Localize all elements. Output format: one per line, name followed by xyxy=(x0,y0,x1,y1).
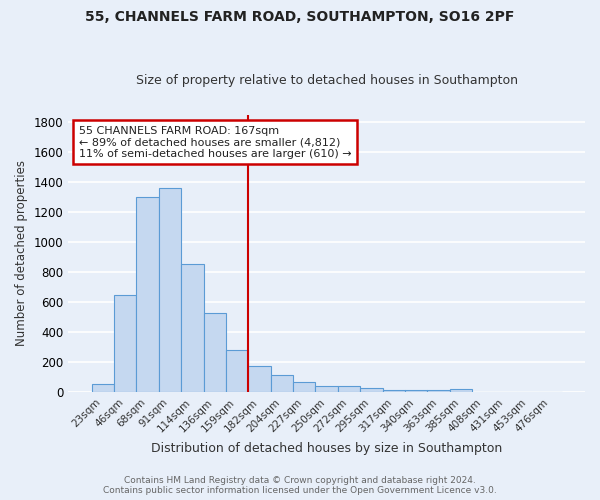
X-axis label: Distribution of detached houses by size in Southampton: Distribution of detached houses by size … xyxy=(151,442,502,455)
Bar xyxy=(203,313,226,392)
Bar xyxy=(383,390,405,392)
Bar xyxy=(449,390,472,392)
Bar xyxy=(293,382,316,392)
Text: 55, CHANNELS FARM ROAD, SOUTHAMPTON, SO16 2PF: 55, CHANNELS FARM ROAD, SOUTHAMPTON, SO1… xyxy=(85,10,515,24)
Bar xyxy=(271,376,293,392)
Bar xyxy=(427,390,449,392)
Bar xyxy=(405,390,427,392)
Bar xyxy=(248,366,271,392)
Bar xyxy=(226,350,248,392)
Bar xyxy=(181,264,203,392)
Bar xyxy=(114,295,136,392)
Text: 55 CHANNELS FARM ROAD: 167sqm
← 89% of detached houses are smaller (4,812)
11% o: 55 CHANNELS FARM ROAD: 167sqm ← 89% of d… xyxy=(79,126,351,159)
Bar xyxy=(338,386,360,392)
Bar xyxy=(159,188,181,392)
Title: Size of property relative to detached houses in Southampton: Size of property relative to detached ho… xyxy=(136,74,518,87)
Bar xyxy=(92,384,114,392)
Bar xyxy=(360,388,383,392)
Text: Contains HM Land Registry data © Crown copyright and database right 2024.
Contai: Contains HM Land Registry data © Crown c… xyxy=(103,476,497,495)
Bar xyxy=(136,197,159,392)
Y-axis label: Number of detached properties: Number of detached properties xyxy=(15,160,28,346)
Bar xyxy=(316,386,338,392)
